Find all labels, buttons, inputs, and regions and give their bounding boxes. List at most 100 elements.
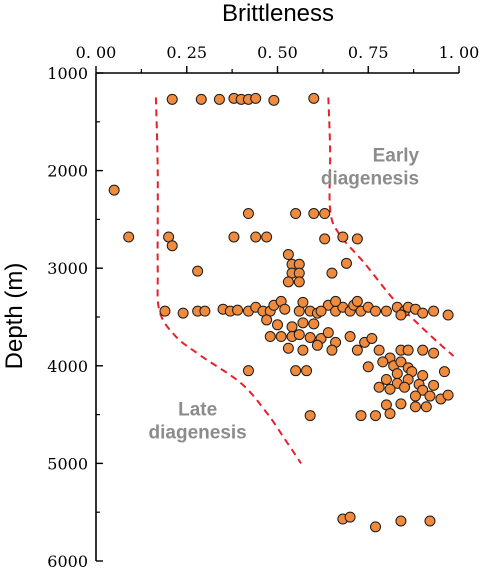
data-point	[409, 401, 421, 413]
data-point	[242, 365, 254, 377]
data-point	[311, 339, 323, 351]
y-tick-label: 2000	[47, 162, 88, 181]
y-tick-label: 1000	[47, 64, 88, 83]
data-point	[272, 319, 283, 331]
data-point	[395, 309, 407, 321]
data-point	[177, 307, 189, 319]
data-point	[250, 231, 262, 243]
data-point	[395, 398, 407, 410]
data-point	[370, 305, 382, 317]
data-point	[373, 381, 385, 393]
data-point	[428, 305, 440, 317]
data-point	[304, 410, 316, 422]
x-tick-label: 0. 25	[166, 43, 207, 62]
data-point	[282, 249, 294, 261]
x-tick-label: 0. 50	[257, 43, 298, 62]
data-point	[442, 309, 454, 321]
data-point	[123, 231, 135, 243]
x-tick-label: 0. 00	[76, 43, 117, 62]
data-point	[399, 381, 411, 393]
y-tick-label: 5000	[47, 454, 88, 473]
data-point	[264, 331, 276, 343]
data-point	[108, 184, 120, 196]
data-point	[380, 373, 392, 385]
data-point	[442, 389, 454, 401]
x-axis: 0. 00 0. 25 0. 50 0. 75 1. 00	[76, 43, 479, 74]
region-label: Late diagenesis	[149, 399, 247, 443]
data-point	[337, 231, 349, 243]
data-point	[330, 295, 342, 307]
data-point	[268, 94, 280, 106]
data-point	[344, 331, 356, 343]
data-point	[351, 295, 363, 307]
data-point	[192, 265, 204, 277]
data-point	[351, 233, 363, 245]
diagenesis-boundaries	[154, 97, 455, 464]
data-point	[275, 331, 287, 343]
data-point	[402, 344, 414, 356]
data-point	[166, 240, 178, 252]
data-point	[438, 366, 450, 378]
data-point	[279, 303, 291, 315]
data-point	[319, 233, 331, 245]
data-point	[286, 321, 298, 333]
y-tick-label: 6000	[47, 552, 88, 569]
data-point	[293, 276, 305, 288]
data-point	[377, 356, 389, 368]
data-point	[366, 332, 378, 344]
data-point	[282, 342, 294, 354]
y-axis-title: Depth (m)	[1, 263, 28, 370]
data-point	[261, 314, 273, 326]
data-point	[344, 511, 356, 523]
data-point	[417, 307, 429, 319]
early-boundary	[327, 97, 455, 357]
data-point	[308, 92, 320, 104]
data-point	[409, 390, 421, 402]
data-point	[362, 361, 374, 373]
data-point	[290, 365, 302, 377]
data-point	[308, 208, 320, 220]
x-tick-label: 0. 75	[348, 43, 389, 62]
region-label-line: diagenesis	[149, 422, 247, 443]
data-point	[242, 208, 254, 220]
data-point	[424, 515, 436, 527]
y-axis: 1000 2000 3000 4000 5000 6000	[47, 64, 103, 569]
data-point	[297, 344, 309, 356]
data-point	[213, 93, 225, 105]
y-tick-label: 4000	[47, 357, 88, 376]
data-point	[159, 305, 171, 317]
data-point	[308, 318, 320, 330]
data-point	[370, 410, 382, 422]
data-point	[195, 93, 207, 105]
data-point	[326, 344, 338, 356]
data-point	[417, 384, 429, 396]
data-point	[293, 329, 305, 341]
data-point	[355, 410, 367, 422]
data-point	[315, 305, 327, 317]
data-point	[199, 305, 211, 317]
data-point	[297, 296, 309, 308]
region-label-line: Late	[178, 399, 217, 420]
data-point	[384, 408, 396, 420]
data-point	[326, 267, 338, 279]
data-point	[420, 401, 432, 413]
data-point	[428, 379, 440, 391]
region-label-line: diagenesis	[321, 169, 419, 190]
region-label: Early diagenesis	[321, 146, 420, 190]
data-point	[351, 344, 363, 356]
data-point	[340, 257, 352, 269]
data-point	[373, 344, 385, 356]
data-point	[250, 92, 262, 104]
data-point	[395, 515, 407, 527]
data-point	[166, 93, 178, 105]
data-points	[108, 92, 454, 533]
data-point	[261, 231, 273, 243]
data-point	[290, 208, 302, 220]
data-point	[232, 304, 244, 316]
data-point	[417, 344, 429, 356]
data-point	[282, 276, 294, 288]
data-point	[322, 327, 334, 339]
data-point	[424, 390, 436, 402]
